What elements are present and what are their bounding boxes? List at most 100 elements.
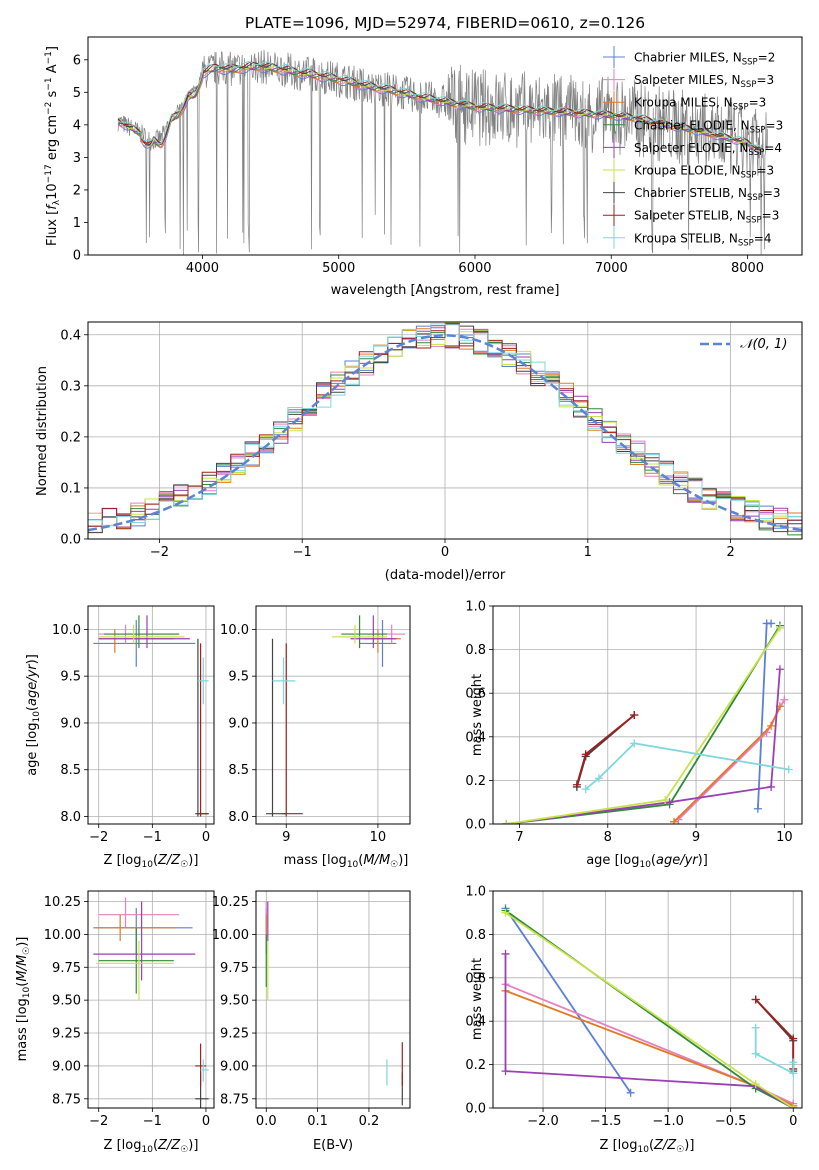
y-axis-label: mass [log10(M/M☉)]	[15, 937, 32, 1062]
y-tick-label: 0.3	[60, 379, 81, 394]
legend-label-salp_stelib: Salpeter STELIB, NSSP=3	[634, 209, 779, 226]
y-tick-label: 9.75	[220, 961, 249, 976]
axes-7	[489, 890, 803, 1112]
marker-chab_miles	[767, 619, 776, 628]
marker-krou_stelib	[630, 739, 639, 748]
marker-krou_elodie	[502, 820, 511, 824]
y-tick-label: 8.0	[228, 810, 249, 825]
hist-krou_stelib	[88, 323, 802, 538]
legend-gauss-label: 𝒩(0, 1)	[740, 337, 787, 352]
y-tick-label: 9.75	[52, 961, 81, 976]
plot-area	[93, 897, 209, 1108]
marker-krou_elodie	[661, 796, 670, 805]
y-tick-label: 0.0	[465, 1102, 486, 1117]
y-axis-label: age [log10(age/yr)]	[25, 654, 42, 776]
y-axis-label: mass weight	[470, 958, 485, 1040]
legend-label-salp_elodie: Salpeter ELODIE, NSSP=4	[634, 141, 782, 158]
y-tick-label: 3	[73, 151, 81, 166]
y-tick-label: 9.50	[52, 994, 81, 1009]
y-tick-label: 1	[73, 216, 81, 231]
x-tick-label: 0.0	[256, 1114, 277, 1129]
x-tick-label: −1	[293, 545, 312, 560]
axes-6	[252, 890, 411, 1112]
weights-krou_miles	[505, 989, 794, 1107]
marker-salp_elodie	[775, 665, 784, 674]
axes-4	[489, 605, 803, 828]
legend-label-chab_miles: Chabrier MILES, NSSP=2	[634, 51, 775, 68]
model-salp_stelib	[117, 61, 761, 148]
x-tick-label: −2	[89, 830, 108, 845]
x-tick-label: −2.0	[527, 1114, 559, 1129]
marker-krou_stelib	[594, 774, 603, 783]
marker-salp_elodie	[665, 798, 674, 807]
y-tick-label: 1.0	[465, 600, 486, 615]
weights-krou_elodie	[504, 911, 794, 1108]
plot-area	[502, 619, 793, 824]
y-tick-label: 0.0	[60, 533, 81, 548]
x-tick-label: −1	[143, 1114, 162, 1129]
legend-label-salp_miles: Salpeter MILES, NSSP=3	[634, 73, 774, 90]
axes-frame	[87, 890, 215, 1109]
x-tick-label: 0	[202, 830, 210, 845]
y-tick-label: 8.75	[220, 1092, 249, 1107]
x-tick-label: 9	[692, 830, 700, 845]
y-axis-label: Normed distribution	[35, 366, 50, 496]
weights-chab_elodie	[504, 909, 794, 1108]
y-tick-label: 6	[73, 53, 81, 68]
x-tick-label: 8000	[731, 261, 764, 276]
weights-krou_elodie	[506, 627, 781, 824]
y-tick-label: 0.2	[60, 430, 81, 445]
marker-salp_stelib	[581, 750, 590, 759]
y-tick-label: 8.75	[52, 1092, 81, 1107]
marker-krou_elodie	[789, 1104, 798, 1108]
y-tick-label: 9.00	[52, 1059, 81, 1074]
legend-label-krou_stelib: Kroupa STELIB, NSSP=4	[634, 231, 772, 248]
x-axis-label: E(B-V)	[313, 1138, 353, 1153]
y-axis-label: Flux [fλ10−17 erg cm−2 s−1 A−1]	[44, 46, 62, 246]
x-tick-label: −0.5	[715, 1114, 747, 1129]
plot-area	[266, 615, 406, 817]
y-tick-label: 9.5	[228, 670, 249, 685]
y-tick-label: 0.2	[465, 1058, 486, 1073]
y-tick-label: 10.0	[52, 623, 81, 638]
x-tick-label: −1	[143, 830, 162, 845]
x-tick-label: 7000	[595, 261, 628, 276]
y-tick-label: 9.25	[220, 1027, 249, 1042]
x-axis-label: wavelength [Angstrom, rest frame]	[331, 283, 560, 298]
weights-salp_elodie	[506, 669, 781, 824]
y-tick-label: 9.0	[60, 716, 81, 731]
model-salp_miles	[117, 67, 761, 151]
plot-area	[88, 322, 802, 539]
x-tick-label: 0	[789, 1114, 797, 1129]
plot-area	[501, 904, 798, 1108]
x-tick-label: −2	[89, 1114, 108, 1129]
marker-krou_elodie	[501, 908, 510, 917]
legend-label-chab_stelib: Chabrier STELIB, NSSP=3	[634, 186, 781, 203]
x-tick-label: 5000	[322, 261, 355, 276]
axes-1	[84, 321, 803, 543]
legend-label-krou_elodie: Kroupa ELODIE, NSSP=3	[634, 164, 774, 181]
x-tick-label: 1	[584, 545, 592, 560]
y-tick-label: 0.4	[465, 1015, 486, 1030]
x-tick-label: 2	[726, 545, 734, 560]
x-axis-label: mass [log10(M/M☉)]	[284, 853, 409, 870]
x-tick-label: 9	[282, 830, 290, 845]
legend-spectrum: Chabrier MILES, NSSP=2 Salpeter MILES, NS…	[603, 46, 783, 249]
y-tick-label: 9.5	[60, 670, 81, 685]
y-tick-label: 4	[73, 118, 81, 133]
x-axis-label: Z [log10(Z/Z☉)]	[600, 1138, 695, 1155]
axes-5	[84, 890, 215, 1112]
y-tick-label: 9.0	[228, 716, 249, 731]
y-tick-label: 10.0	[220, 623, 249, 638]
weights-salp_elodie	[504, 953, 794, 1108]
y-tick-label: 10.25	[44, 895, 81, 910]
chart-title: PLATE=1096, MJD=52974, FIBERID=0610, z=0…	[245, 14, 645, 32]
plot-area	[117, 49, 769, 255]
marker-krou_stelib	[784, 765, 793, 774]
x-tick-label: 6000	[458, 261, 491, 276]
y-tick-label: 9.25	[52, 1027, 81, 1042]
x-tick-label: −1.5	[590, 1114, 622, 1129]
axes-3	[252, 605, 411, 828]
x-tick-label: 0.1	[307, 1114, 328, 1129]
